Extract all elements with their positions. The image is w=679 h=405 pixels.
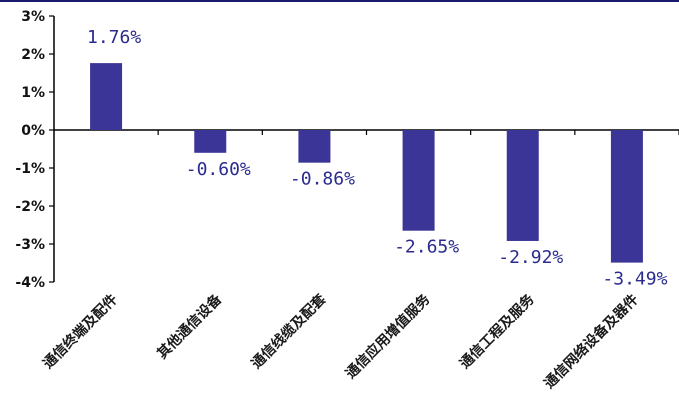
category-label: 通信终端及配件 [40, 291, 121, 372]
category-labels: 通信终端及配件 其他通信设备 通信线缆及配套 通信应用增值服务 通信工程及服务 通信网络设… [40, 290, 642, 392]
y-tick-label: 2% [21, 47, 45, 63]
category-label: 通信线缆及配套 [248, 291, 329, 372]
data-label: -2.65% [394, 237, 459, 258]
y-tick-label: 0% [21, 123, 45, 139]
y-tick-label: 1% [21, 85, 45, 101]
bar-series [90, 63, 643, 263]
y-tick-label: -1% [15, 161, 45, 177]
bar [194, 130, 227, 153]
data-label: -0.60% [186, 159, 251, 180]
data-label: -3.49% [602, 269, 667, 290]
category-label: 通信工程及服务 [456, 290, 538, 372]
category-label: 通信网络设备及器件 [541, 291, 642, 392]
category-label: 通信应用增值服务 [342, 290, 434, 382]
y-tick-label: -2% [15, 199, 45, 215]
data-labels: 1.76% -0.60% -0.86% -2.65% -2.92% -3.49% [87, 27, 668, 290]
category-label: 其他通信设备 [154, 290, 226, 362]
y-tick-label: -4% [15, 275, 45, 291]
data-label: -2.92% [498, 247, 563, 268]
top-border [0, 0, 679, 2]
data-label: 1.76% [87, 27, 141, 48]
x-axis [54, 129, 679, 135]
bar [610, 130, 643, 263]
bar [402, 130, 435, 231]
bar [298, 130, 331, 163]
y-tick-label: -3% [15, 237, 45, 253]
y-axis: 3% 2% 1% 0% -1% -2% -3% -4% [15, 9, 55, 291]
y-tick-label: 3% [21, 9, 45, 25]
bar [506, 130, 539, 241]
data-label: -0.86% [290, 169, 355, 190]
bar [90, 63, 123, 131]
